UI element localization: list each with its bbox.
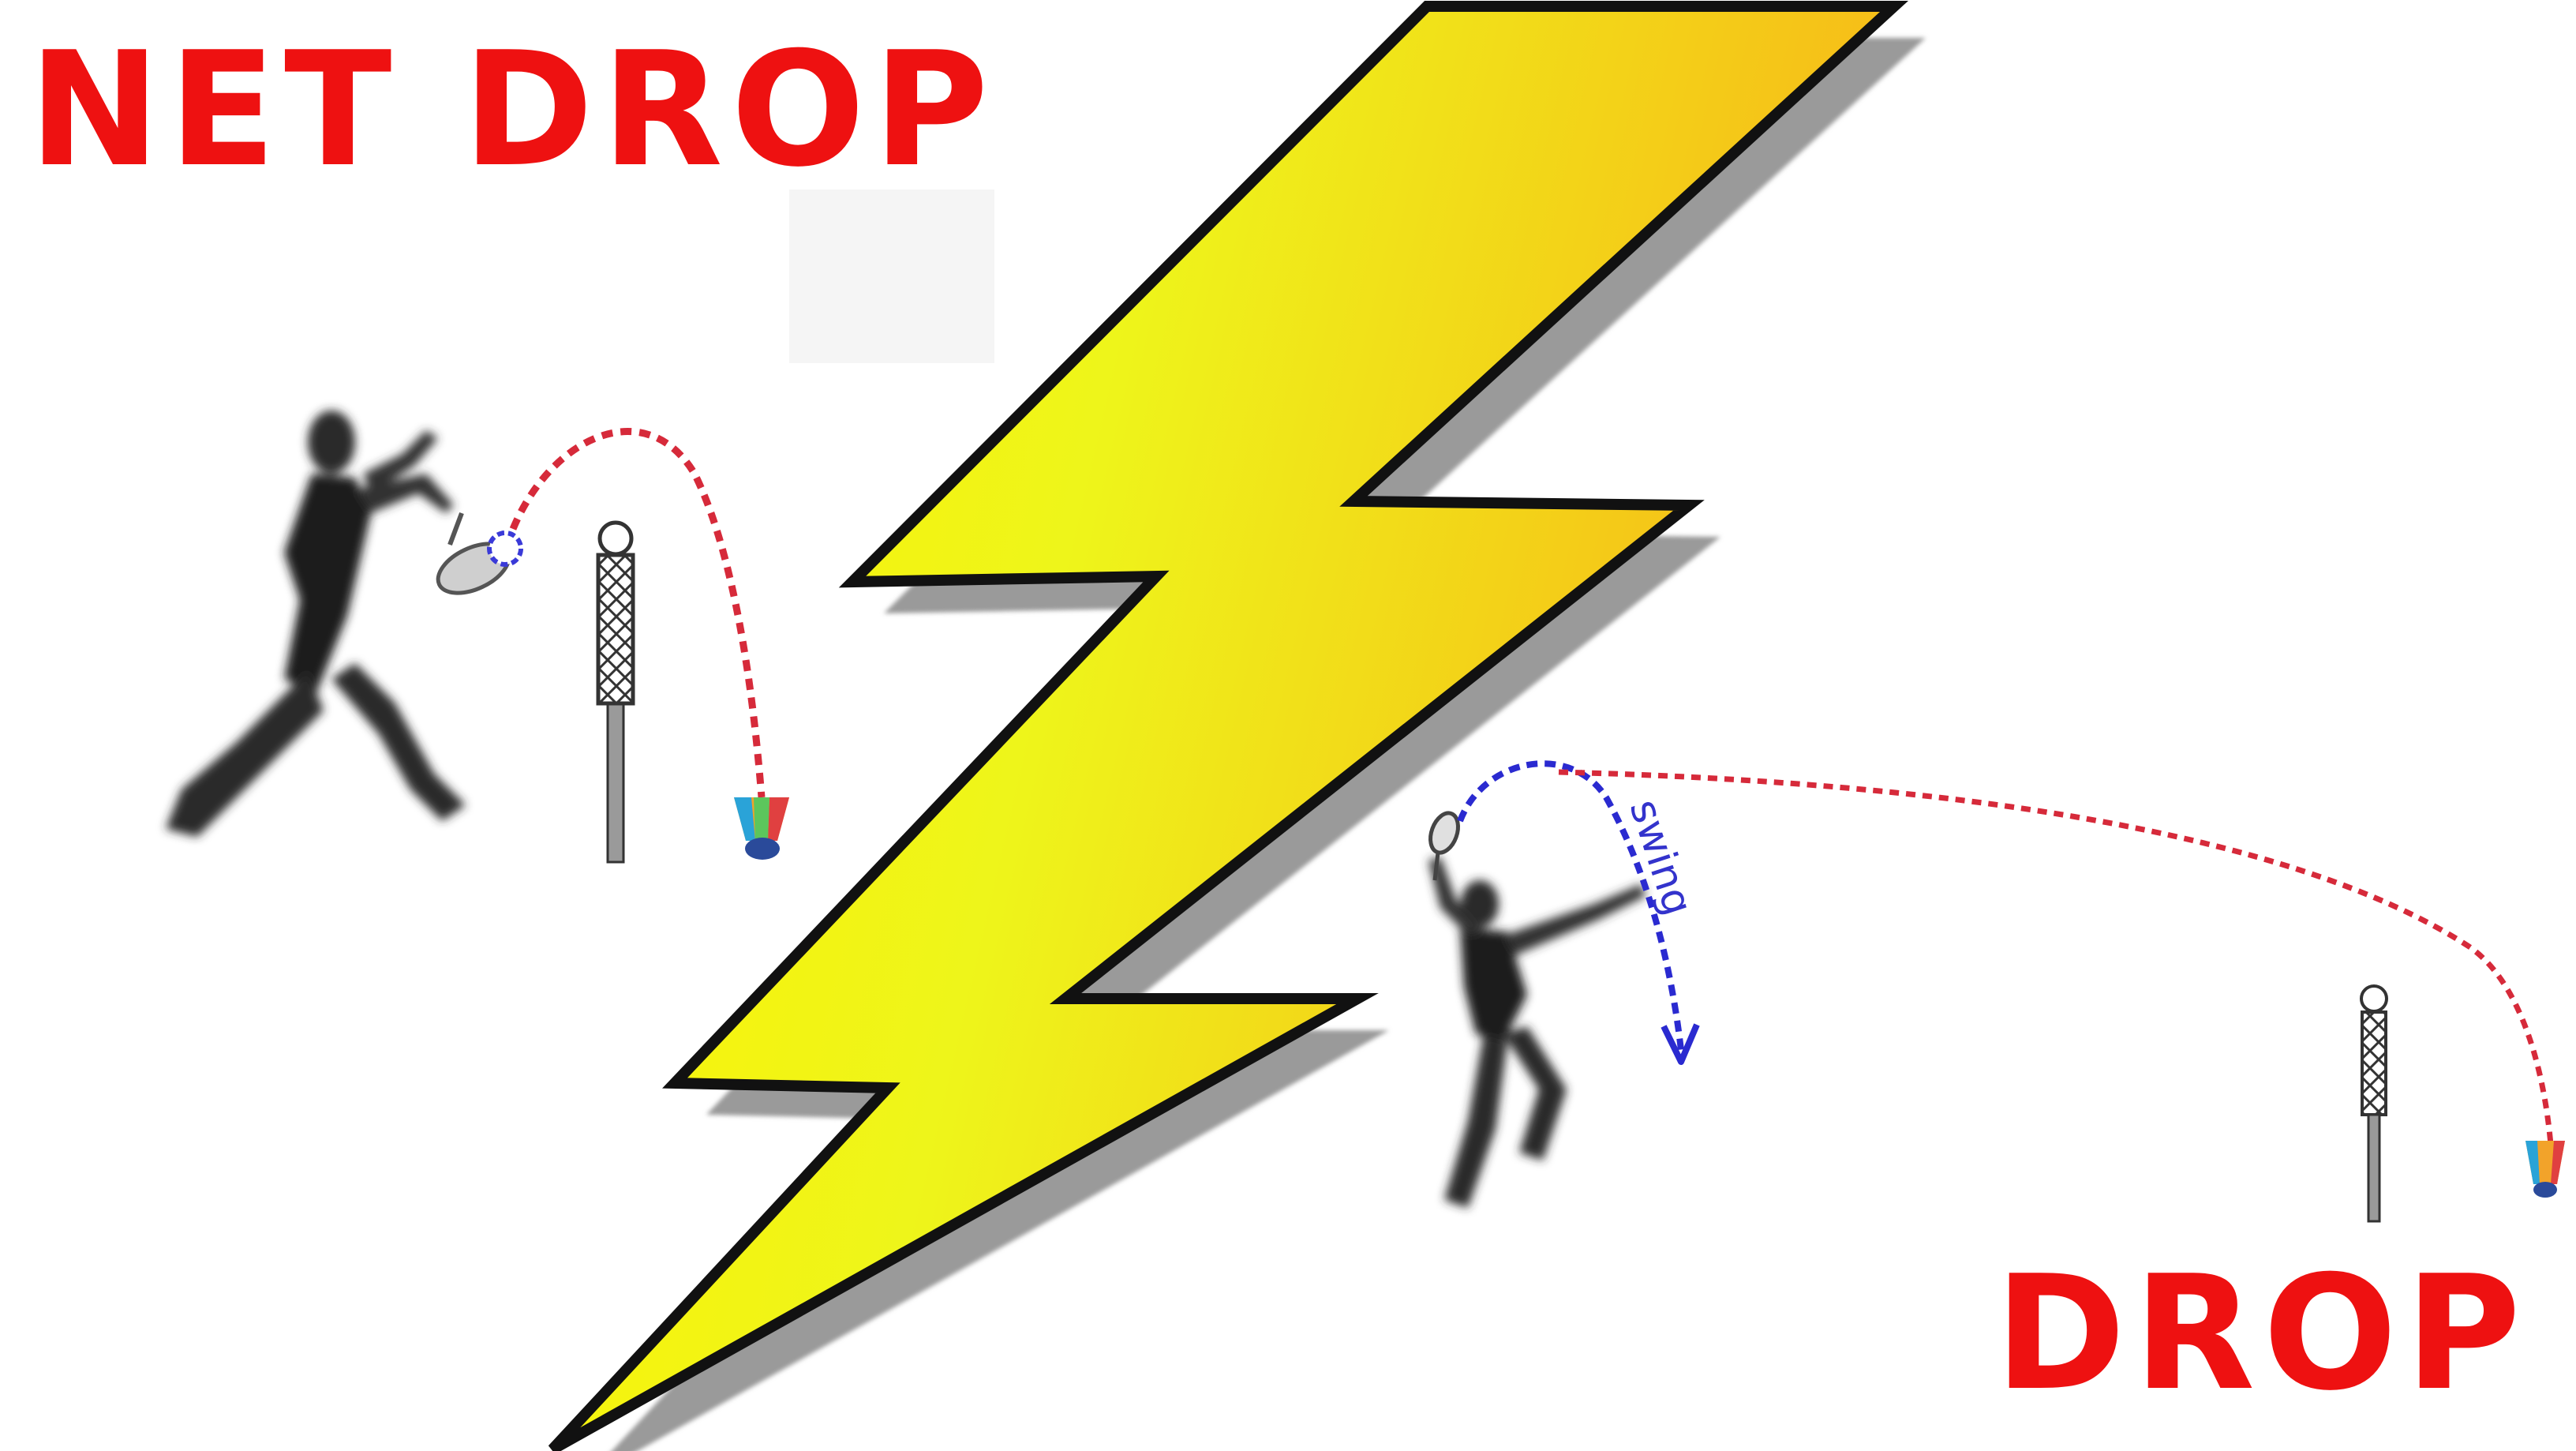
player-silhouette-icon bbox=[166, 411, 466, 837]
player-silhouette-icon bbox=[1428, 857, 1646, 1208]
swing-arrowhead bbox=[1661, 1023, 1700, 1065]
shuttlecock-icon bbox=[734, 797, 789, 860]
shuttlecock-icon bbox=[2525, 1141, 2565, 1198]
net-post-icon bbox=[2360, 984, 2388, 1223]
swing-path bbox=[1457, 760, 1684, 1051]
impact-point-icon bbox=[487, 531, 523, 567]
drop-trajectory bbox=[1558, 769, 2554, 1145]
background-panel bbox=[789, 189, 994, 363]
drop-title: DROP bbox=[1994, 1242, 2529, 1426]
lightning-bolt-icon bbox=[548, 1, 1926, 1451]
net-drop-title: NET DROP bbox=[28, 18, 997, 202]
racket-icon bbox=[1428, 811, 1460, 881]
net-post-icon bbox=[596, 520, 635, 864]
drop-scene: swing bbox=[1428, 760, 2565, 1223]
net-drop-scene bbox=[166, 411, 789, 864]
net-drop-trajectory bbox=[509, 428, 766, 798]
